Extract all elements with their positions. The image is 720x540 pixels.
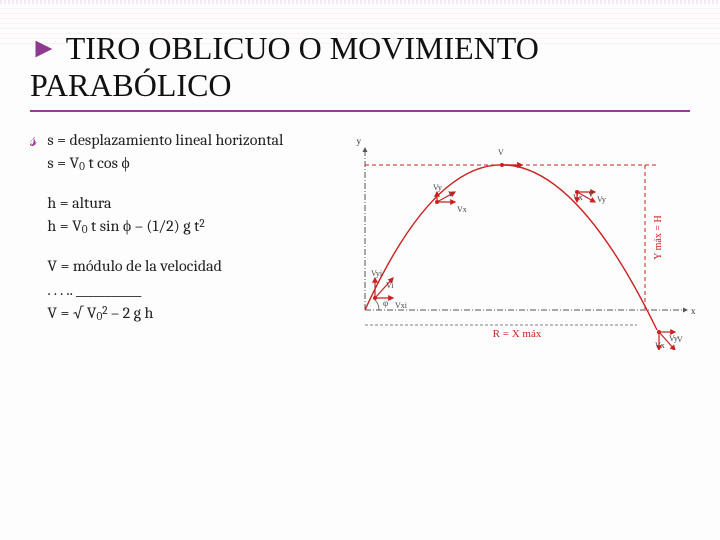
svg-text:Vy: Vy — [597, 195, 606, 204]
v-dots: . . . .. ___________ — [47, 280, 317, 302]
s-desc: s = desplazamiento lineal horizontal — [47, 130, 317, 152]
svg-text:Vyi: Vyi — [371, 269, 383, 278]
s-eq: s = V0 t cos ϕ — [47, 153, 317, 175]
play-icon: ► — [30, 33, 58, 65]
block-s: s = desplazamiento lineal horizontal s =… — [47, 130, 317, 175]
svg-text:Y máx = H: Y máx = H — [653, 215, 664, 259]
svg-text:x: x — [691, 306, 696, 316]
slide-title: ►TIRO OBLICUO O MOVIMIENTO PARABÓLICO — [30, 30, 690, 104]
formulas-block: s = desplazamiento lineal horizontal s =… — [47, 130, 317, 343]
svg-text:Vx: Vx — [573, 193, 583, 202]
block-h: h = altura h = V0 t sin ϕ – (1/2) g t2 — [47, 193, 317, 238]
svg-text:Vx: Vx — [457, 205, 467, 214]
content-row: 𝓈 s = desplazamiento lineal horizontal s… — [30, 130, 690, 350]
title-underline — [30, 110, 690, 112]
v-eq: V = √ V02 – 2 g h — [47, 303, 317, 325]
h-eq: h = V0 t sin ϕ – (1/2) g t2 — [47, 216, 317, 238]
block-v: V = módulo de la velocidad . . . .. ____… — [47, 256, 317, 325]
svg-text:φ: φ — [383, 298, 388, 308]
svg-text:Vy: Vy — [433, 183, 442, 192]
title-text: TIRO OBLICUO O MOVIMIENTO PARABÓLICO — [30, 30, 539, 103]
svg-text:y: y — [357, 136, 362, 146]
svg-text:Vxi: Vxi — [395, 301, 408, 310]
h-desc: h = altura — [47, 193, 317, 215]
slide: ►TIRO OBLICUO O MOVIMIENTO PARABÓLICO 𝓈 … — [0, 0, 720, 540]
svg-text:R = X máx: R = X máx — [493, 328, 542, 340]
svg-text:Vi: Vi — [386, 281, 394, 290]
svg-text:V: V — [498, 148, 504, 157]
diagram: xyY máx = HR = X máxVyiViVxiVyVVxVVxVVyV… — [327, 130, 707, 350]
svg-text:V: V — [677, 335, 683, 344]
svg-text:V: V — [448, 190, 454, 199]
v-desc: V = módulo de la velocidad — [47, 256, 317, 278]
svg-text:V: V — [588, 190, 594, 199]
bullet-icon: 𝓈 — [30, 130, 37, 150]
trajectory-svg: xyY máx = HR = X máxVyiViVxiVyVVxVVxVVyV… — [327, 130, 707, 350]
content: s = desplazamiento lineal horizontal s =… — [47, 130, 707, 350]
svg-text:Vx: Vx — [655, 341, 665, 350]
